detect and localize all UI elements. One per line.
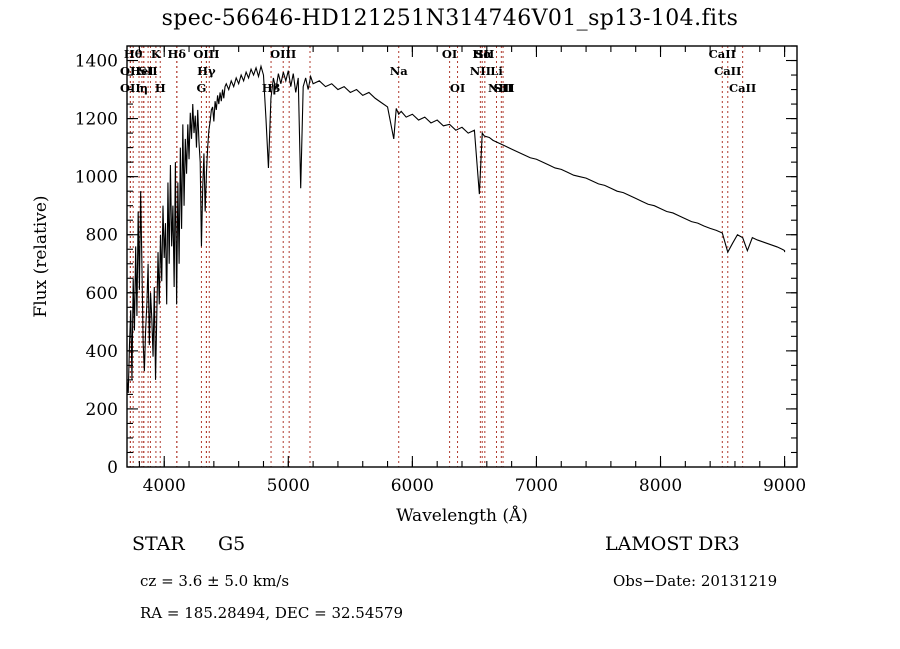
line-label-Hθ: Hθ <box>124 47 143 61</box>
ytick-label: 1200 <box>75 110 118 130</box>
line-label-SII: SII <box>139 64 158 78</box>
line-label-G: G <box>197 81 207 95</box>
xtick-label: 5000 <box>267 476 310 496</box>
ytick-label: 200 <box>86 400 118 420</box>
object-type: STAR <box>132 533 185 555</box>
xtick-label: 9000 <box>763 476 806 496</box>
line-label-OI: OI <box>442 47 457 61</box>
x-axis-label: Wavelength (Å) <box>396 505 528 526</box>
line-label-CaII: CaII <box>729 81 756 95</box>
cz-value: cz = 3.6 ± 5.0 km/s <box>140 572 290 590</box>
line-label-NII: NII <box>470 64 491 78</box>
line-label-CaII: CaII <box>709 47 736 61</box>
ytick-label: 0 <box>107 458 118 478</box>
spectral-class: G5 <box>218 533 246 555</box>
line-label-OII: OII <box>120 64 141 78</box>
line-label-Hδ: Hδ <box>167 47 186 61</box>
line-label-Hα: Hα <box>472 47 492 61</box>
line-label-Li: Li <box>490 64 503 78</box>
line-label-NIII: NIII <box>488 81 515 95</box>
line-label-SII: SII <box>494 81 513 95</box>
line-label-Hβ: Hβ <box>262 81 281 95</box>
y-axis-label: Flux (relative) <box>31 195 51 317</box>
line-label-K: K <box>151 47 162 61</box>
ytick-label: 1400 <box>75 52 118 72</box>
xtick-label: 6000 <box>391 476 434 496</box>
line-label-OIII: OIII <box>270 47 296 61</box>
line-label-H: H <box>155 81 166 95</box>
line-label-OI: OI <box>450 81 465 95</box>
obs-date: Obs−Date: 20131219 <box>613 572 778 590</box>
ytick-label: 600 <box>86 284 118 304</box>
line-label-OIII: OIII <box>193 47 219 61</box>
line-label-OII: OII <box>120 81 141 95</box>
line-label-HeI: HeI <box>130 64 154 78</box>
spectrum-trace <box>126 64 786 394</box>
line-label-SII: SII <box>475 47 494 61</box>
line-label-CaII: CaII <box>714 64 741 78</box>
coordinates: RA = 185.28494, DEC = 32.54579 <box>140 604 404 622</box>
line-label-η: η <box>140 81 148 95</box>
line-label-Hγ: Hγ <box>197 64 216 78</box>
xtick-label: 4000 <box>143 476 186 496</box>
line-label-Na: Na <box>390 64 409 78</box>
ytick-label: 400 <box>86 342 118 362</box>
ytick-label: 1000 <box>75 168 118 188</box>
ytick-label: 800 <box>86 226 118 246</box>
xtick-label: 7000 <box>515 476 558 496</box>
page-title: spec-56646-HD121251N314746V01_sp13-104.f… <box>161 6 739 31</box>
xtick-label: 8000 <box>639 476 682 496</box>
plot-frame <box>126 45 798 468</box>
survey-name: LAMOST DR3 <box>605 533 740 555</box>
